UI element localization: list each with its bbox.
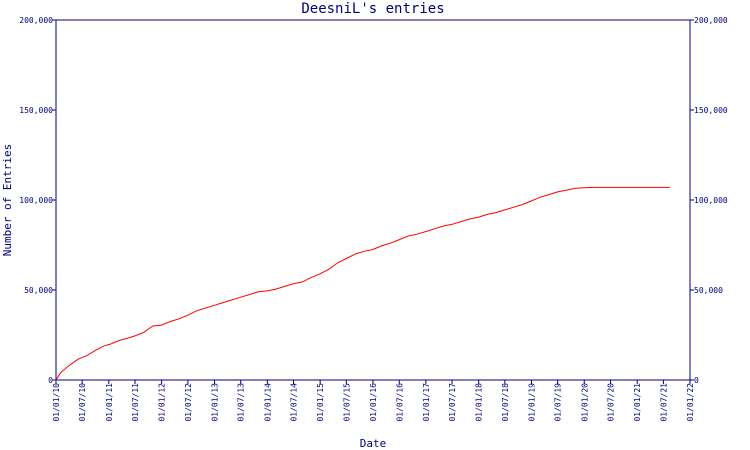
x-tick-label: 01/07/14: [290, 383, 299, 422]
x-tick-label: 01/07/18: [501, 383, 510, 422]
x-tick-label: 01/01/17: [422, 383, 431, 422]
y-tick-label-left: 150,000: [19, 106, 53, 115]
x-tick-label: 01/07/20: [607, 383, 616, 422]
series-layer: [55, 186, 670, 381]
x-tick-label: 01/01/21: [633, 383, 642, 422]
y-tick-label-right: 100,000: [694, 196, 728, 205]
x-tick-label: 01/01/20: [580, 383, 589, 422]
x-tick-label: 01/07/13: [237, 383, 246, 422]
x-tick-label: 01/01/12: [158, 383, 167, 422]
x-axis-title: Date: [360, 437, 387, 450]
y-tick-label-left: 50,000: [24, 286, 53, 295]
y-tick-label-right: 150,000: [694, 106, 728, 115]
y-tick-label-left: 100,000: [19, 196, 53, 205]
x-tick-label: 01/01/19: [527, 383, 536, 422]
series-line: [55, 186, 670, 381]
y-tick-label-left: 200,000: [19, 16, 53, 25]
x-tick-label: 01/01/22: [686, 383, 695, 422]
x-tick-label: 01/07/17: [448, 383, 457, 422]
y-axis-right: 0 50,000 100,000 150,000 200,000: [690, 16, 728, 385]
x-axis: 01/01/10 01/07/10 01/01/11 01/07/11 01/01/12…: [52, 380, 695, 422]
x-tick-label: 01/07/11: [131, 383, 140, 422]
x-tick-label: 01/07/10: [78, 383, 87, 422]
x-tick-label: 01/07/15: [342, 383, 351, 422]
x-tick-label: 01/01/11: [105, 383, 114, 422]
y-tick-label-right: 200,000: [694, 16, 728, 25]
x-tick-label: 01/01/14: [263, 383, 272, 422]
y-axis-title: Number of Entries: [1, 144, 14, 257]
x-tick-label: 01/01/15: [316, 383, 325, 422]
x-tick-label: 01/07/21: [659, 383, 668, 422]
plot-frame: [55, 19, 691, 381]
chart-title: DeesniL's entries: [301, 1, 444, 17]
y-tick-label-left: 0: [48, 376, 53, 385]
y-axis-left: 0 50,000 100,000 150,000 200,000: [19, 16, 56, 385]
x-tick-label: 01/07/16: [395, 383, 404, 422]
x-tick-label: 01/01/18: [475, 383, 484, 422]
x-tick-label: 01/01/10: [52, 383, 61, 422]
x-tick-label: 01/07/12: [184, 383, 193, 422]
x-tick-label: 01/01/13: [211, 383, 220, 422]
y-tick-label-right: 50,000: [694, 286, 723, 295]
x-tick-label: 01/01/16: [369, 383, 378, 422]
y-tick-label-right: 0: [694, 376, 699, 385]
x-tick-label: 01/07/19: [554, 383, 563, 422]
